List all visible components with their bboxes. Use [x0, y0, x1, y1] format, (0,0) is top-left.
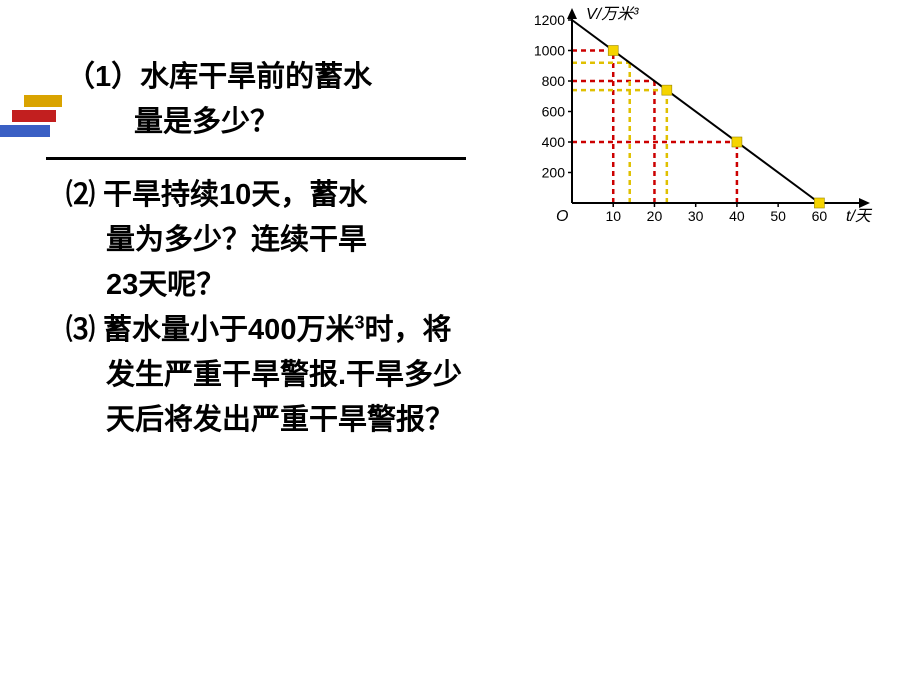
- svg-text:400: 400: [542, 134, 566, 150]
- q3-line3: 天后将发出严重干旱警报？: [66, 398, 520, 443]
- q1-line1: （1）水库干旱前的蓄水: [66, 55, 520, 100]
- svg-text:600: 600: [542, 104, 566, 120]
- svg-text:1000: 1000: [534, 43, 565, 59]
- q3-line1: ⑶ 蓄水量小于400万米3时，将: [66, 308, 520, 353]
- svg-text:10: 10: [605, 208, 621, 224]
- svg-text:t/天: t/天: [846, 208, 873, 225]
- svg-text:200: 200: [542, 165, 566, 181]
- title-underline: [46, 157, 466, 160]
- q3-superscript: 3: [354, 312, 364, 332]
- q3-line2: 发生严重干旱警报.干旱多少: [66, 353, 520, 398]
- svg-text:30: 30: [688, 208, 704, 224]
- svg-text:O: O: [556, 208, 568, 225]
- question-content: （1）水库干旱前的蓄水 量是多少？ ⑵ 干旱持续10天，蓄水 量为多少？连续干旱…: [20, 30, 520, 443]
- svg-text:50: 50: [770, 208, 786, 224]
- q2-line2: 量为多少？连续干旱: [66, 218, 520, 263]
- svg-text:40: 40: [729, 208, 745, 224]
- q1-line2: 量是多少？: [66, 100, 520, 145]
- q3-part-a: ⑶ 蓄水量小于400万米: [66, 314, 354, 346]
- q2-line3: 23天呢？: [66, 263, 520, 308]
- svg-text:1200: 1200: [534, 12, 565, 28]
- svg-text:20: 20: [647, 208, 663, 224]
- svg-text:V/万米³: V/万米³: [586, 6, 639, 23]
- svg-text:60: 60: [812, 208, 828, 224]
- q3-part-b: 时，将: [364, 314, 451, 346]
- q2-line1: ⑵ 干旱持续10天，蓄水: [66, 173, 520, 218]
- svg-text:800: 800: [542, 73, 566, 89]
- reservoir-chart: 200 400 600 800 1000 1200 10 20 30 40 50 60 V/万米³ t/天…: [510, 6, 890, 231]
